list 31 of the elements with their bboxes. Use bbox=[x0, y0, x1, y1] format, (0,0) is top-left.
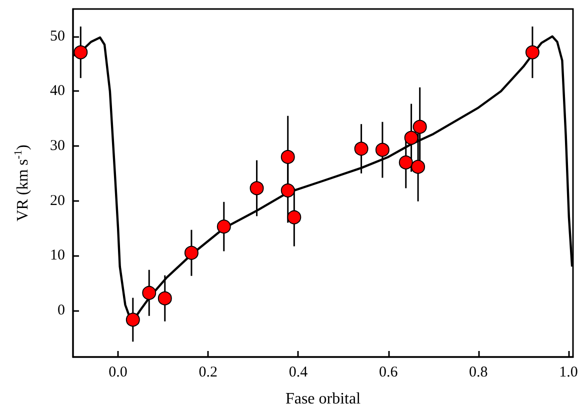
point bbox=[158, 291, 172, 306]
y-tick-label: 20 bbox=[50, 192, 65, 209]
point bbox=[411, 160, 426, 174]
y-tick-label: 50 bbox=[50, 28, 65, 44]
x-tick-label: 0.0 bbox=[108, 364, 128, 380]
point bbox=[287, 210, 302, 224]
y-tick-label: 40 bbox=[50, 83, 65, 100]
x-tick-label: 0.6 bbox=[378, 364, 398, 380]
x-tick-label: 0.2 bbox=[198, 364, 218, 380]
point bbox=[216, 220, 231, 234]
point bbox=[525, 45, 540, 60]
x-axis-title: Fase orbital bbox=[285, 390, 362, 408]
x-tick-label: 0.4 bbox=[288, 364, 308, 380]
point bbox=[280, 183, 295, 198]
point bbox=[126, 312, 140, 327]
point bbox=[250, 181, 264, 196]
point bbox=[398, 155, 413, 170]
y-axis-title: VR (km s-1) bbox=[12, 144, 32, 222]
point bbox=[354, 142, 368, 156]
x-tick-label: 1.0 bbox=[559, 364, 578, 380]
point bbox=[280, 150, 295, 164]
point bbox=[404, 130, 418, 145]
point bbox=[74, 45, 88, 60]
point bbox=[142, 286, 156, 300]
x-tick-label: 0.8 bbox=[469, 364, 488, 380]
point bbox=[412, 120, 427, 134]
y-tick-label: 10 bbox=[50, 248, 65, 264]
y-tick-label: 0 bbox=[58, 302, 65, 318]
point bbox=[184, 246, 198, 260]
y-tick-label: 30 bbox=[50, 138, 65, 154]
point bbox=[375, 142, 390, 157]
